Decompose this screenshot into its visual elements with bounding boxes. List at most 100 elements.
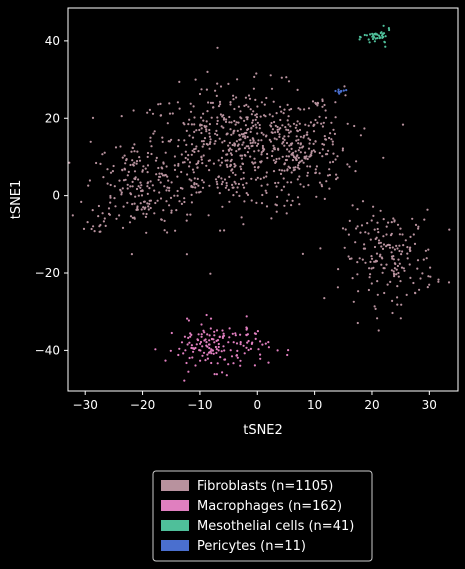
data-point — [368, 276, 371, 279]
data-point — [186, 343, 189, 346]
data-point — [299, 108, 302, 111]
data-point — [193, 183, 196, 186]
data-point — [202, 351, 206, 354]
data-point — [195, 191, 198, 194]
data-point — [283, 144, 286, 147]
data-point — [159, 114, 163, 117]
data-point — [388, 244, 391, 247]
data-point — [400, 253, 403, 256]
data-point — [127, 170, 130, 173]
data-point — [220, 350, 223, 353]
data-point — [334, 116, 337, 119]
data-point — [247, 127, 250, 131]
data-point — [225, 181, 228, 185]
data-point — [414, 291, 417, 294]
data-point — [177, 139, 180, 142]
data-point — [195, 129, 198, 132]
data-point — [200, 88, 203, 91]
data-point — [245, 326, 248, 329]
legend: Fibroblasts (n=1105) Macrophages (n=162) M… — [152, 470, 373, 562]
data-point — [384, 35, 387, 38]
data-point — [233, 119, 236, 123]
data-point — [256, 132, 259, 135]
data-point — [294, 166, 297, 169]
data-point — [198, 92, 202, 96]
data-point — [210, 352, 213, 355]
data-point — [185, 143, 188, 146]
data-point — [402, 267, 405, 270]
data-point — [330, 138, 333, 141]
data-point — [245, 182, 248, 185]
data-point — [265, 134, 268, 137]
data-point — [233, 142, 236, 145]
data-point — [131, 185, 134, 188]
data-point — [206, 353, 209, 356]
data-point — [356, 321, 359, 325]
data-point — [114, 205, 117, 208]
y-axis: −40 −20 0 20 40 — [35, 34, 68, 357]
data-point — [203, 331, 206, 334]
data-point — [89, 140, 92, 143]
data-point — [255, 126, 258, 129]
data-point — [320, 185, 324, 188]
data-point — [355, 160, 358, 163]
legend-label: Mesothelial cells (n=41) — [197, 519, 354, 534]
data-point — [235, 150, 238, 153]
data-point — [208, 128, 211, 132]
data-point — [228, 327, 231, 330]
data-point — [375, 252, 379, 255]
data-point — [364, 261, 367, 264]
data-point — [295, 157, 298, 160]
data-point — [144, 167, 147, 170]
data-point — [149, 180, 152, 183]
data-point — [366, 222, 369, 225]
data-point — [400, 303, 403, 306]
x-tick-label: 30 — [422, 398, 437, 412]
data-point — [189, 110, 193, 113]
data-point — [267, 341, 270, 344]
data-point — [183, 200, 186, 204]
data-point — [219, 229, 222, 232]
data-point — [253, 332, 256, 335]
data-point — [301, 252, 304, 255]
data-point — [122, 205, 125, 208]
data-point — [423, 218, 426, 221]
data-point — [310, 151, 313, 155]
data-point — [249, 142, 252, 145]
data-point — [188, 341, 191, 344]
data-point — [245, 346, 248, 349]
data-point — [121, 187, 124, 190]
data-point — [170, 209, 173, 212]
data-point — [269, 74, 272, 77]
data-point — [229, 147, 232, 150]
data-point — [328, 168, 331, 171]
data-point — [225, 184, 228, 187]
data-point — [373, 40, 376, 43]
data-point — [358, 257, 361, 260]
data-point — [201, 179, 204, 182]
data-point — [286, 181, 289, 184]
data-point — [272, 147, 275, 150]
data-point — [146, 151, 150, 155]
data-point — [224, 186, 227, 189]
data-point — [207, 159, 210, 162]
data-point — [257, 149, 260, 152]
data-point — [230, 355, 234, 358]
x-tick-label: 20 — [364, 398, 379, 412]
data-point — [353, 124, 356, 128]
data-point — [265, 205, 269, 208]
data-point — [322, 121, 325, 124]
data-point — [257, 166, 260, 169]
data-point — [247, 94, 251, 97]
data-point — [287, 135, 290, 138]
data-point — [200, 124, 203, 127]
data-point — [199, 359, 202, 362]
data-point — [244, 137, 247, 140]
data-point — [154, 201, 157, 205]
data-point — [204, 359, 207, 362]
data-point — [262, 148, 265, 151]
data-point — [312, 149, 315, 152]
data-point — [155, 156, 158, 159]
data-point — [396, 303, 399, 306]
data-point — [347, 255, 350, 258]
